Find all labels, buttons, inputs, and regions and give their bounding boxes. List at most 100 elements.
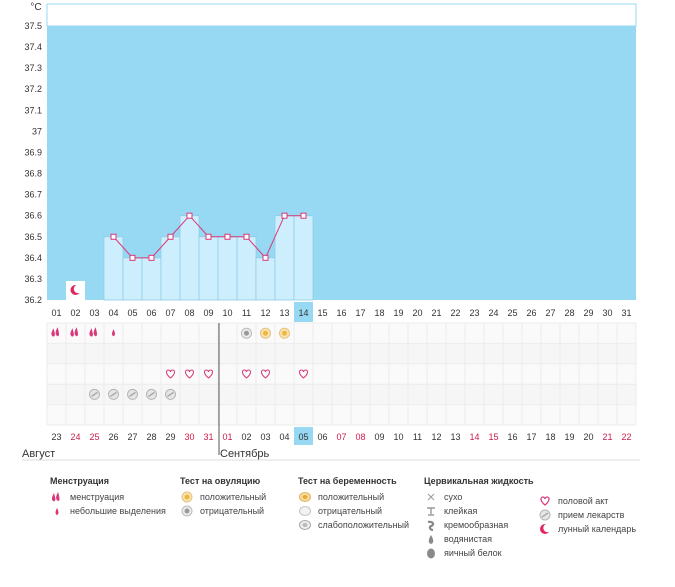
legend-cervical-title: Цервикальная жидкость: [424, 476, 534, 486]
y-tick-label: 36.8: [24, 169, 42, 179]
legend-item-pregnancy-positive: положительный: [298, 490, 409, 504]
cycle-day-label: 28: [564, 308, 574, 318]
legend-item-label: отрицательный: [318, 506, 383, 516]
legend-item-intercourse: половой акт: [538, 494, 636, 508]
legend-item-label: кремообразная: [444, 520, 509, 530]
date-label: 04: [279, 432, 289, 442]
pill-icon: [538, 509, 552, 521]
legend-item-medication: прием лекарств: [538, 508, 636, 522]
spotting-icon: [112, 329, 115, 337]
legend-item-ovulation-positive: положительный: [180, 490, 266, 504]
symbol-row: [47, 404, 636, 425]
date-label: 21: [602, 432, 612, 442]
y-tick-label: 37.2: [24, 84, 42, 94]
cycle-day-label: 01: [51, 308, 61, 318]
legend-item-label: лунный календарь: [558, 524, 637, 534]
y-axis-label: °C: [30, 2, 41, 13]
date-label: 01: [222, 432, 232, 442]
y-tick-label: 36.2: [24, 295, 42, 305]
temperature-point: [186, 212, 193, 219]
legend-item-label: половой акт: [558, 496, 609, 506]
legend-item-ovulation-negative: отрицательный: [180, 504, 266, 518]
intercourse-heart-icon: [203, 369, 214, 379]
temperature-bar: [293, 215, 314, 301]
legend-item-spotting: небольшие выделения: [50, 504, 166, 518]
cycle-day-label: 14: [298, 308, 308, 318]
date-label: 03: [260, 432, 270, 442]
symbol-row: [47, 343, 636, 364]
cycle-day-label: 29: [583, 308, 593, 318]
egg-white-icon: [424, 547, 438, 559]
legend-item-label: сухо: [444, 492, 463, 502]
symbol-row: [47, 363, 636, 385]
cycle-day-label: 23: [469, 308, 479, 318]
heart-icon: [538, 495, 552, 507]
legend-pregnancy-title: Тест на беременность: [298, 476, 397, 486]
creamy-icon: [424, 519, 438, 532]
date-label: 17: [526, 432, 536, 442]
legend-item-sticky: клейкая: [424, 504, 534, 518]
date-label: 18: [545, 432, 555, 442]
date-label: 11: [413, 432, 422, 442]
ovulation-positive-core: [263, 330, 268, 336]
date-label: 05: [298, 432, 308, 442]
ovulation-negative-core: [244, 330, 249, 336]
cycle-day-label: 17: [355, 308, 365, 318]
legend-ovulation: Тест на овуляцию положительный отрицател…: [180, 476, 266, 518]
date-label: 25: [89, 432, 99, 442]
temperature-point: [281, 212, 288, 219]
cycle-day-label: 25: [507, 308, 517, 318]
temperature-point: [300, 212, 307, 219]
pregnancy-positive-icon: [298, 491, 312, 503]
temperature-bar: [103, 236, 124, 301]
date-label: 13: [450, 432, 460, 442]
cycle-day-label: 13: [279, 308, 289, 318]
legend-menstruation-title: Менструация: [50, 476, 109, 486]
cycle-day-label: 24: [488, 308, 498, 318]
date-label: 29: [165, 432, 175, 442]
cycle-day-label: 16: [336, 308, 346, 318]
cycle-day-label: 02: [70, 308, 80, 318]
legend-item-label: небольшие выделения: [70, 506, 166, 516]
date-label: 16: [507, 432, 517, 442]
cycle-day-label: 06: [146, 308, 156, 318]
cycle-day-label: 07: [165, 308, 175, 318]
legend-other: половой акт прием лекарств лунный календ…: [538, 494, 636, 536]
date-label: 22: [621, 432, 631, 442]
cycle-day-label: 05: [127, 308, 137, 318]
intercourse-heart-icon: [260, 369, 271, 379]
date-label: 14: [469, 432, 479, 442]
medication-pill-line: [91, 391, 98, 398]
pregnancy-weak-icon: [298, 519, 312, 531]
ovulation-positive-core: [282, 330, 287, 336]
cycle-day-label: 26: [526, 308, 536, 318]
legend-ovulation-title: Тест на овуляцию: [180, 476, 261, 486]
cycle-day-label: 04: [108, 308, 118, 318]
legend-item-creamy: кремообразная: [424, 518, 534, 532]
temperature-point: [224, 233, 231, 240]
cycle-day-label: 08: [184, 308, 194, 318]
cycle-day-label: 10: [222, 308, 232, 318]
cycle-day-label: 03: [89, 308, 99, 318]
drop-small-icon: [50, 505, 64, 517]
drop-big-icon: [50, 491, 64, 503]
moon-icon: [538, 523, 552, 535]
moon-icon-cut: [73, 284, 83, 294]
intercourse-heart-icon: [298, 369, 309, 379]
date-label: 31: [203, 432, 213, 442]
intercourse-heart-icon: [165, 369, 176, 379]
highlight-date-cell: [294, 427, 313, 445]
y-tick-label: 36.9: [24, 147, 42, 157]
y-tick-label: 36.6: [24, 211, 42, 221]
temperature-bar: [217, 236, 238, 301]
y-tick-label: 36.7: [24, 190, 42, 200]
cycle-day-label: 18: [374, 308, 384, 318]
cycle-day-label: 30: [602, 308, 612, 318]
date-label: 08: [355, 432, 365, 442]
legend-item-label: положительный: [200, 492, 267, 502]
legend-item-menstruation: менструация: [50, 490, 166, 504]
temperature-bar: [160, 236, 181, 301]
temperature-point: [205, 233, 212, 240]
cycle-day-label: 15: [317, 308, 327, 318]
y-tick-label: 37.4: [24, 42, 42, 52]
